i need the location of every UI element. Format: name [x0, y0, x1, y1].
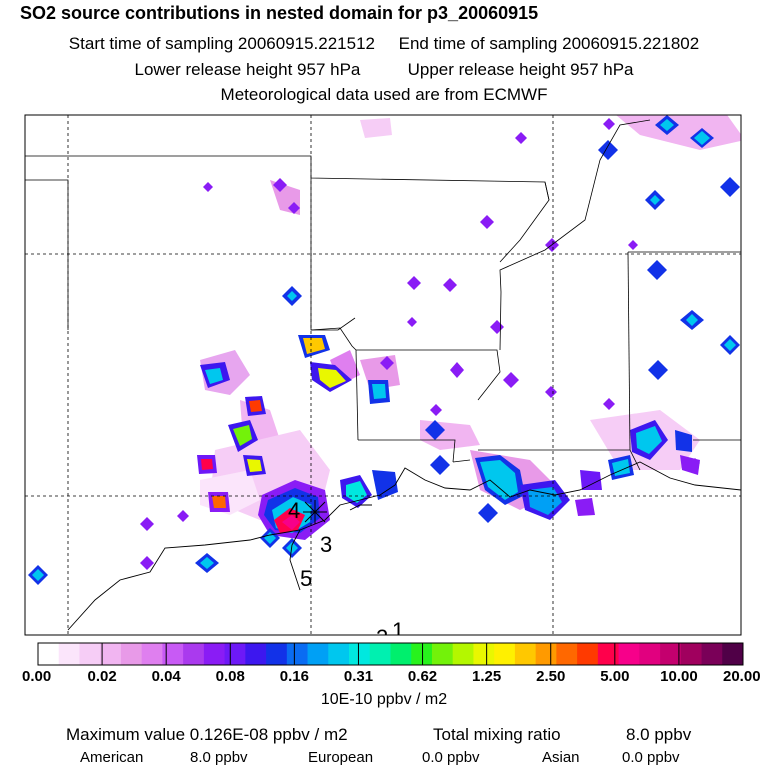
color-scale-cell	[100, 643, 122, 665]
american-label: American	[80, 749, 144, 766]
color-scale-cell	[618, 643, 640, 665]
american-value: 8.0 ppbv	[190, 749, 248, 766]
color-scale-tick-label: 0.31	[343, 668, 374, 685]
color-scale-tick-label: 0.00	[22, 668, 52, 685]
release-height-line: Lower release height 957 hPa Upper relea…	[0, 60, 768, 80]
color-scale-cell	[514, 643, 537, 665]
color-scale-cell	[266, 643, 288, 665]
color-scale-cell	[535, 643, 557, 665]
color-scale-cell	[203, 643, 226, 665]
map-title: SO2 source contributions in nested domai…	[20, 3, 539, 23]
color-scale-tick-label: 0.16	[279, 668, 309, 685]
european-value: 0.0 ppbv	[422, 749, 480, 766]
color-scale-cell	[577, 643, 599, 665]
color-scale-cell	[328, 643, 350, 665]
color-scale-cell	[58, 643, 80, 665]
total-mixing-ratio-label: Total mixing ratio	[433, 725, 561, 744]
color-scale-cell	[183, 643, 205, 665]
color-scale-cell	[701, 643, 723, 665]
color-scale-cell	[349, 643, 371, 665]
met-data-label: Meteorological data used are from ECMWF	[220, 85, 548, 104]
color-scale-tick-label: 2.50	[536, 668, 566, 685]
source-marker-3: 3	[320, 532, 332, 557]
color-scale-cell	[556, 643, 578, 665]
source-marker-5: 5	[300, 566, 312, 591]
color-scale-cell	[494, 643, 516, 665]
color-scale-cell	[452, 643, 474, 665]
color-scale-tick-label: 0.08	[215, 668, 245, 685]
color-scale-tick-label: 5.00	[600, 668, 630, 685]
color-scale-cell	[79, 643, 101, 665]
color-scale-cell	[245, 643, 267, 665]
source-marker-1: 1	[392, 618, 404, 643]
color-scale-tick-label: 0.02	[87, 668, 117, 685]
color-scale-tick-label: 20.00	[723, 668, 761, 685]
color-scale-cell	[680, 643, 702, 665]
lower-height-label: Lower release height 957 hPa	[134, 60, 361, 79]
color-scale-cell	[660, 643, 682, 665]
color-scale-cell	[473, 643, 495, 665]
color-scale-cell	[38, 643, 60, 665]
color-scale-cell	[411, 643, 433, 665]
color-scale-tick-label: 0.04	[151, 668, 181, 685]
european-label: European	[308, 749, 374, 766]
coastline	[67, 461, 742, 631]
color-scale-cell	[722, 643, 744, 665]
total-mixing-ratio-value: 8.0 ppbv	[626, 725, 692, 744]
color-scale-unit: 10E-10 ppbv / m2	[320, 691, 448, 708]
sampling-times-line: Start time of sampling 20060915.221512 E…	[0, 34, 768, 54]
maximum-value-label: Maximum value 0.126E-08 ppbv / m2	[66, 725, 348, 744]
color-scale-cell	[162, 643, 184, 665]
color-scale-cell	[369, 643, 391, 665]
color-scale-tick-label: 0.62	[407, 668, 438, 685]
color-scale-cell	[120, 643, 143, 665]
color-scale-cell	[141, 643, 163, 665]
color-scale-cell	[224, 643, 246, 665]
upper-height-label: Upper release height 957 hPa	[407, 60, 634, 79]
start-time-label: Start time of sampling 20060915.221512	[68, 34, 376, 53]
color-scale-tick-label: 10.00	[660, 668, 698, 685]
state-borders	[25, 119, 741, 471]
color-scale-cell	[597, 643, 619, 665]
color-scale-bar	[37, 642, 744, 666]
color-scale-tick-label: 1.25	[472, 668, 502, 685]
color-scale-cell	[390, 643, 412, 665]
color-scale-cell	[286, 643, 308, 665]
base-map	[24, 114, 742, 636]
asian-value: 0.0 ppbv	[622, 749, 680, 766]
concentration-field	[28, 115, 741, 585]
source-marker-4: 4	[288, 498, 300, 523]
end-time-label: End time of sampling 20060915.221802	[398, 34, 700, 53]
color-scale-cell	[431, 643, 454, 665]
source-marker-2: 2	[376, 625, 388, 650]
color-scale-cell	[307, 643, 329, 665]
release-location-markers	[303, 500, 327, 524]
asian-label: Asian	[542, 749, 580, 766]
color-scale-cell	[639, 643, 661, 665]
